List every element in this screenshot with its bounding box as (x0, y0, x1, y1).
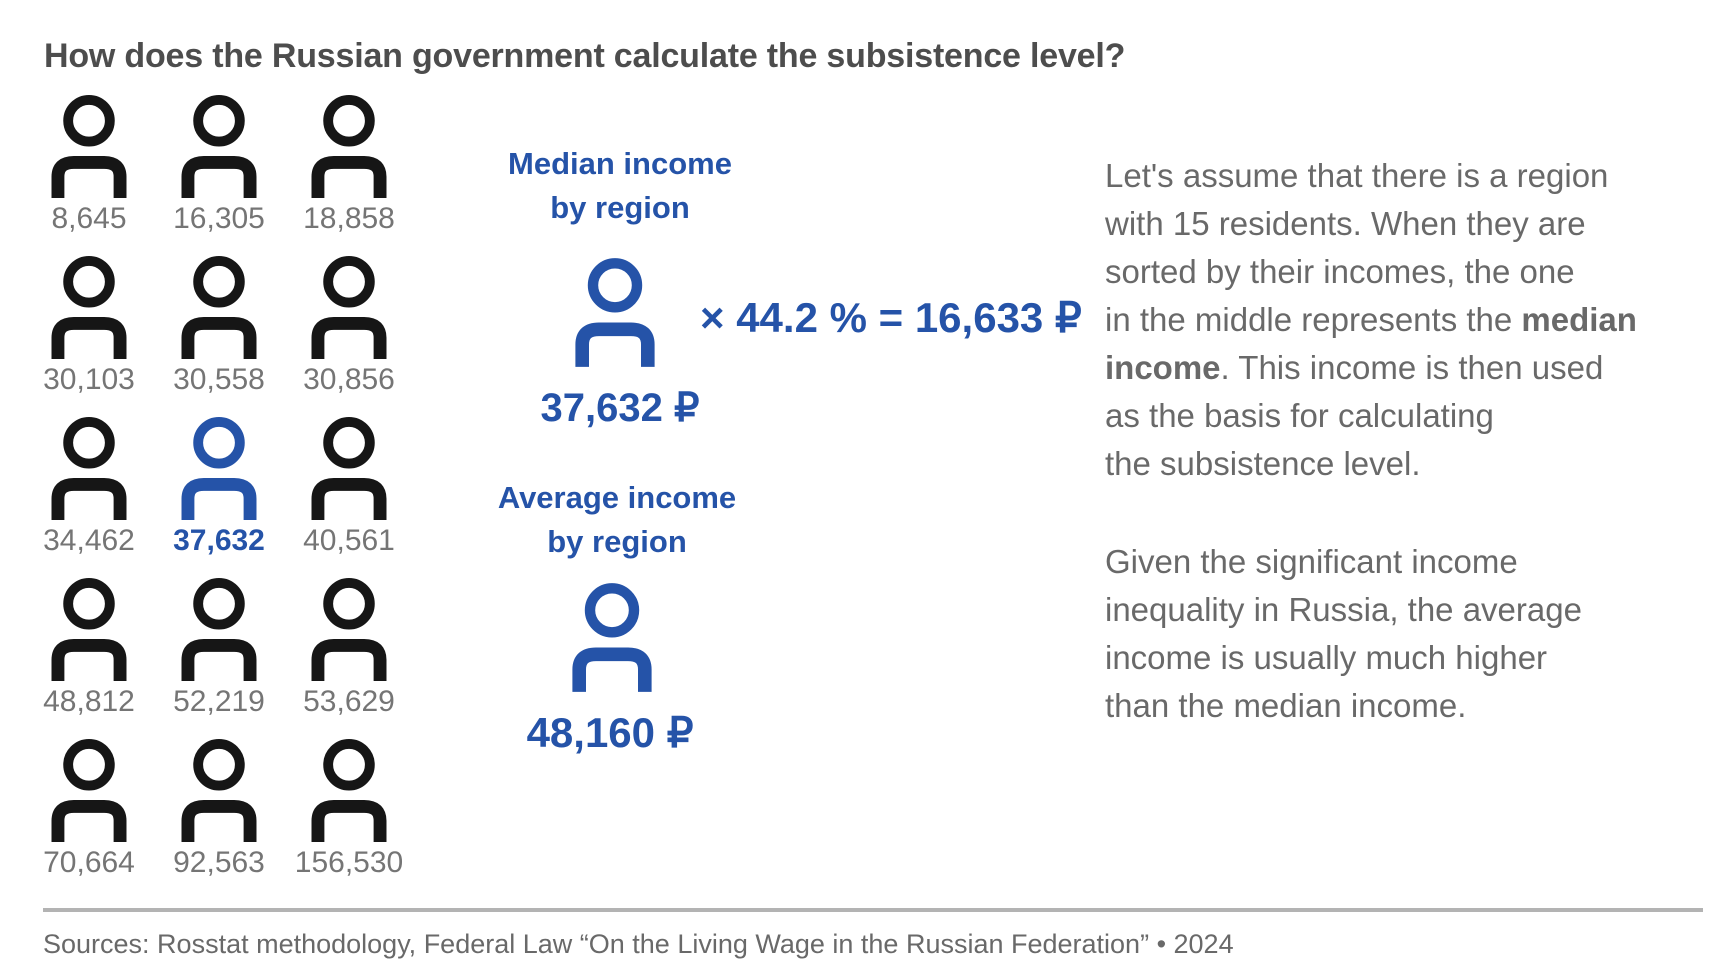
footer-divider (43, 908, 1703, 912)
average-heading-line2: by region (547, 524, 687, 559)
median-income-heading: Median income by region (450, 142, 790, 230)
resident-income-value: 92,563 (173, 846, 265, 879)
resident-item: 34,462 (24, 417, 154, 578)
resident-income-value: 18,858 (303, 202, 395, 235)
residents-grid: 8,645 16,305 18,858 30,103 (24, 95, 414, 900)
person-icon (181, 578, 257, 681)
resident-item: 52,219 (154, 578, 284, 739)
subsistence-formula: × 44.2 % = 16,633 ₽ (700, 294, 1082, 341)
resident-income-value: 52,219 (173, 685, 265, 718)
person-icon (51, 256, 127, 359)
person-icon (181, 417, 257, 520)
resident-item: 156,530 (284, 739, 414, 900)
average-income-heading: Average income by region (447, 476, 787, 564)
resident-income-value: 37,632 (173, 524, 265, 557)
resident-item: 16,305 (154, 95, 284, 256)
resident-income-value: 34,462 (43, 524, 135, 557)
resident-income-value: 53,629 (303, 685, 395, 718)
person-icon (51, 739, 127, 842)
average-income-value: 48,160 ₽ (526, 709, 694, 756)
median-person-icon (575, 258, 655, 367)
median-heading-line2: by region (550, 190, 690, 225)
sources-note: Sources: Rosstat methodology, Federal La… (43, 929, 1234, 959)
resident-item: 48,812 (24, 578, 154, 739)
median-income-value: 37,632 ₽ (540, 386, 700, 430)
resident-income-value: 16,305 (173, 202, 265, 235)
resident-item: 18,858 (284, 95, 414, 256)
explainer-paragraph-1: Let's assume that there is a region with … (1105, 157, 1637, 482)
explainer-text: Let's assume that there is a region with … (1105, 152, 1637, 730)
explainer-paragraph-2: Given the significant income inequality i… (1105, 543, 1582, 724)
resident-item: 30,856 (284, 256, 414, 417)
page-title: How does the Russian government calculat… (44, 36, 1126, 75)
person-icon (311, 739, 387, 842)
person-icon (181, 739, 257, 842)
resident-income-value: 30,856 (303, 363, 395, 396)
person-icon (311, 578, 387, 681)
person-icon (51, 95, 127, 198)
person-icon (51, 578, 127, 681)
person-icon (311, 417, 387, 520)
resident-item: 92,563 (154, 739, 284, 900)
person-icon (181, 256, 257, 359)
person-icon (51, 417, 127, 520)
resident-income-value: 70,664 (43, 846, 135, 879)
resident-income-value: 40,561 (303, 524, 395, 557)
person-icon (311, 256, 387, 359)
average-person-icon (572, 583, 652, 692)
resident-item: 70,664 (24, 739, 154, 900)
resident-income-value: 30,558 (173, 363, 265, 396)
resident-income-value: 8,645 (51, 202, 127, 235)
resident-item: 8,645 (24, 95, 154, 256)
resident-income-value: 30,103 (43, 363, 135, 396)
resident-item: 30,103 (24, 256, 154, 417)
resident-item: 40,561 (284, 417, 414, 578)
resident-item: 53,629 (284, 578, 414, 739)
resident-income-value: 48,812 (43, 685, 135, 718)
median-heading-line1: Median income (508, 146, 732, 181)
person-icon (181, 95, 257, 198)
person-icon (311, 95, 387, 198)
resident-item: 37,632 (154, 417, 284, 578)
resident-item: 30,558 (154, 256, 284, 417)
resident-income-value: 156,530 (294, 846, 404, 879)
average-heading-line1: Average income (497, 480, 737, 515)
